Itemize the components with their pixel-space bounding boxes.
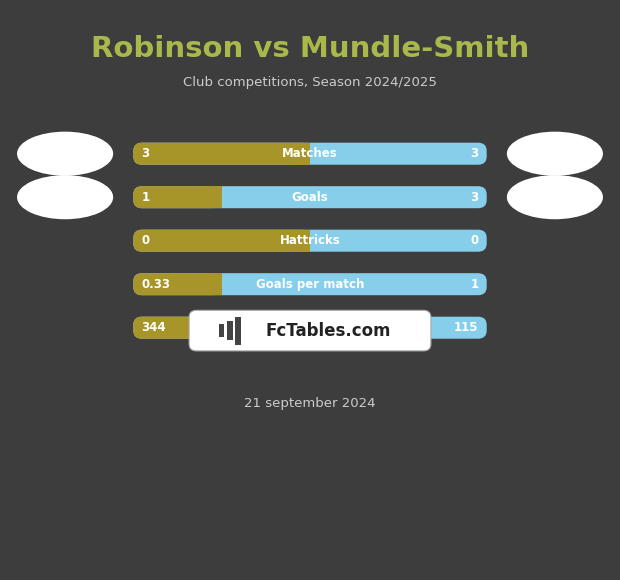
- FancyBboxPatch shape: [235, 317, 241, 345]
- Text: 115: 115: [454, 321, 479, 334]
- Text: Goals per match: Goals per match: [256, 278, 364, 291]
- Ellipse shape: [507, 132, 603, 176]
- FancyBboxPatch shape: [133, 273, 487, 295]
- FancyBboxPatch shape: [189, 310, 431, 351]
- FancyBboxPatch shape: [293, 143, 310, 165]
- Text: Min per goal: Min per goal: [268, 321, 352, 334]
- Text: 0: 0: [471, 234, 479, 247]
- Text: 344: 344: [141, 321, 166, 334]
- FancyBboxPatch shape: [133, 143, 310, 165]
- FancyBboxPatch shape: [133, 186, 487, 208]
- Text: 3: 3: [471, 147, 479, 160]
- Ellipse shape: [17, 132, 113, 176]
- FancyBboxPatch shape: [133, 317, 487, 339]
- Text: 0: 0: [141, 234, 149, 247]
- Text: 1: 1: [471, 278, 479, 291]
- Text: FcTables.com: FcTables.com: [266, 321, 391, 340]
- FancyBboxPatch shape: [378, 317, 395, 339]
- FancyBboxPatch shape: [133, 186, 222, 208]
- Ellipse shape: [17, 175, 113, 219]
- Text: Club competitions, Season 2024/2025: Club competitions, Season 2024/2025: [183, 76, 437, 89]
- Text: 0.33: 0.33: [141, 278, 171, 291]
- FancyBboxPatch shape: [293, 230, 310, 252]
- FancyBboxPatch shape: [205, 186, 222, 208]
- Text: 21 september 2024: 21 september 2024: [244, 397, 376, 409]
- FancyBboxPatch shape: [205, 273, 222, 295]
- Text: 3: 3: [471, 191, 479, 204]
- Ellipse shape: [507, 175, 603, 219]
- Text: Goals: Goals: [291, 191, 329, 204]
- Text: Matches: Matches: [282, 147, 338, 160]
- Text: 1: 1: [141, 191, 149, 204]
- FancyBboxPatch shape: [133, 230, 487, 252]
- FancyBboxPatch shape: [133, 230, 310, 252]
- FancyBboxPatch shape: [133, 317, 395, 339]
- Text: Robinson vs Mundle-Smith: Robinson vs Mundle-Smith: [91, 35, 529, 63]
- FancyBboxPatch shape: [227, 321, 232, 340]
- FancyBboxPatch shape: [133, 273, 222, 295]
- FancyBboxPatch shape: [133, 143, 487, 165]
- Text: 3: 3: [141, 147, 149, 160]
- Text: Hattricks: Hattricks: [280, 234, 340, 247]
- FancyBboxPatch shape: [219, 324, 224, 337]
